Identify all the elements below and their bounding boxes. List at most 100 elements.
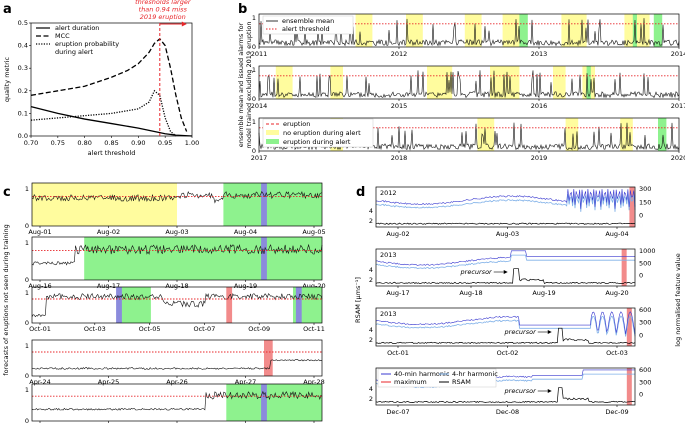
panel-a-xtick-label: 0.75 bbox=[51, 139, 65, 147]
panel-b-legend-swatch bbox=[266, 130, 279, 135]
panel-b-frame bbox=[258, 117, 680, 152]
panel-d-xtick-label: Oct-02 bbox=[497, 349, 519, 357]
panel-a-ytick-label: 0.5 bbox=[18, 19, 28, 27]
panel-b-legend-label: alert threshold bbox=[282, 25, 330, 33]
panel-c-xtick-label: Aug-18 bbox=[165, 282, 188, 290]
panel-b-xtick-label: 2016 bbox=[531, 102, 548, 110]
panel-c-forecast-trace bbox=[31, 292, 323, 318]
panel-c-frame bbox=[31, 339, 323, 377]
panel-a-legend-label: during alert bbox=[55, 48, 93, 56]
panel-d-rsam-trace bbox=[375, 268, 636, 285]
panel-c-xtick-label: Oct-11 bbox=[303, 325, 325, 333]
panel-d-ytick-right: 150 bbox=[639, 198, 651, 206]
panel-b-legend-swatch bbox=[266, 139, 279, 144]
panel-b-ytick-label: 1 bbox=[252, 14, 256, 22]
panel-a-ytick-label: 0.1 bbox=[18, 109, 28, 117]
panel-b-ensemble-trace bbox=[258, 70, 680, 99]
panel-d-xtick-label: Aug-20 bbox=[605, 289, 628, 297]
panel-b-ytick-label: 0 bbox=[252, 43, 256, 51]
panel-d-precursor-label: precursor bbox=[460, 268, 494, 276]
panel-c-alert-band bbox=[84, 237, 322, 280]
panel-a-series-0 bbox=[30, 105, 193, 137]
panel-a-xlabel: alert threshold bbox=[88, 149, 136, 157]
panel-c-ytick-label: 1 bbox=[25, 386, 29, 394]
panel-c-xtick-label: Oct-07 bbox=[193, 325, 215, 333]
panel-b-legend-label: ensemble mean bbox=[282, 17, 334, 25]
panel-d-year-label: 2013 bbox=[380, 251, 397, 259]
panel-c-xtick-label: Aug-04 bbox=[234, 228, 257, 236]
panel-b-alert-band bbox=[658, 118, 667, 151]
panel-d-eruption-band bbox=[626, 308, 632, 346]
panel-c-alert-band bbox=[32, 183, 177, 226]
panel-d-xtick-label: Oct-01 bbox=[387, 349, 409, 357]
panel-c-alert-band bbox=[119, 287, 151, 323]
panel-c-alert-band bbox=[226, 287, 233, 323]
panel-a-xtick-label: 0.70 bbox=[24, 139, 38, 147]
panel-d-eruption-band bbox=[626, 368, 632, 405]
panel-d-xtick-label: Oct-03 bbox=[606, 349, 628, 357]
panel-d-precursor-arrowhead bbox=[503, 270, 508, 274]
panel-d-ytick-right: 0 bbox=[639, 331, 643, 339]
panel-d-frame bbox=[375, 186, 636, 228]
panel-d-xtick-label: Aug-17 bbox=[386, 289, 409, 297]
panel-c-xtick-label: Apr-28 bbox=[303, 378, 324, 386]
panel-d-ytick-left: 4 bbox=[369, 207, 373, 215]
panel-d-frame bbox=[375, 367, 636, 406]
panel-d-ytick-left: 4 bbox=[369, 266, 373, 274]
panel-d-ytick-right: 600 bbox=[639, 306, 651, 314]
panel-d-xtick-label: Dec-08 bbox=[496, 408, 519, 416]
panel-b-alert-band bbox=[553, 66, 566, 99]
panel-b-xtick-label: 2019 bbox=[531, 154, 548, 162]
panel-label-a: a bbox=[3, 2, 12, 17]
panel-b-xtick-label: 2012 bbox=[391, 50, 408, 58]
panel-a-xtick-label: 0.85 bbox=[104, 139, 118, 147]
panel-a-arrow-head bbox=[181, 21, 187, 27]
panel-label-b: b bbox=[238, 2, 247, 17]
panel-d-precursor-label: precursor bbox=[504, 387, 538, 395]
panel-d-xtick-label: Aug-18 bbox=[459, 289, 482, 297]
panel-b-ensemble-trace bbox=[258, 18, 680, 47]
panel-c-xtick-label: Oct-03 bbox=[84, 325, 106, 333]
panel-c-alert-band bbox=[226, 384, 322, 421]
panel-b-alert-band bbox=[406, 14, 423, 47]
panel-d-legend-label: 40-min harmonic bbox=[394, 370, 450, 378]
panel-c-ytick-label: 1 bbox=[25, 239, 29, 247]
panel-d-xtick-label: Aug-03 bbox=[496, 230, 519, 238]
panel-c-xtick-label: Aug-02 bbox=[97, 228, 120, 236]
panel-b-frame bbox=[258, 13, 680, 48]
panel-c-alert-band bbox=[261, 384, 267, 421]
panel-d-eruption-band bbox=[621, 249, 627, 286]
panel-d-ytick-right: 0 bbox=[639, 391, 643, 399]
panel-c-xtick-label: Apr-24 bbox=[29, 378, 50, 386]
panel-c-forecast-trace bbox=[31, 359, 323, 370]
panel-c-xtick-label: Aug-03 bbox=[165, 228, 188, 236]
panel-d-year-label: 2013 bbox=[380, 310, 397, 318]
panel-b-ylabel: ensemble mean and issued alarms for bbox=[237, 22, 245, 147]
panel-c-xtick-label: Aug-05 bbox=[302, 228, 325, 236]
panel-b-alert-band bbox=[565, 118, 579, 151]
panel-d-frame bbox=[375, 307, 636, 347]
panel-d-ytick-left: 4 bbox=[369, 385, 373, 393]
panel-d-rsam-trace bbox=[376, 222, 636, 225]
panel-d-ytick-right: 300 bbox=[639, 185, 651, 193]
panel-d-ytick-right: 500 bbox=[639, 259, 651, 267]
panel-c-ytick-label: 1 bbox=[25, 289, 29, 297]
panel-c-ytick-label: 0 bbox=[25, 222, 29, 230]
panel-d-ytick-right: 300 bbox=[639, 319, 651, 327]
panel-c-xtick-label: Oct-05 bbox=[139, 325, 161, 333]
panel-d-legend-label: maximum bbox=[394, 378, 427, 386]
panel-b-alert-band bbox=[427, 66, 453, 99]
panel-c-xtick-label: Aug-19 bbox=[234, 282, 257, 290]
panel-d-legend-label: RSAM bbox=[452, 378, 471, 386]
panel-b-ytick-label: 0 bbox=[252, 95, 256, 103]
panel-a-legend-label: eruption probability bbox=[55, 40, 119, 48]
panel-d-frame bbox=[375, 248, 636, 287]
panel-a-ytick-label: 0.2 bbox=[18, 87, 28, 95]
panel-c-xtick-label: Aug-17 bbox=[97, 282, 120, 290]
panel-c-ytick-label: 0 bbox=[25, 276, 29, 284]
panel-c-alert-band bbox=[264, 340, 273, 376]
panel-d-year-label: 2012 bbox=[380, 189, 397, 197]
panel-c-xtick-label: Apr-25 bbox=[98, 378, 119, 386]
panel-d-ytick-left: 4 bbox=[369, 326, 373, 334]
